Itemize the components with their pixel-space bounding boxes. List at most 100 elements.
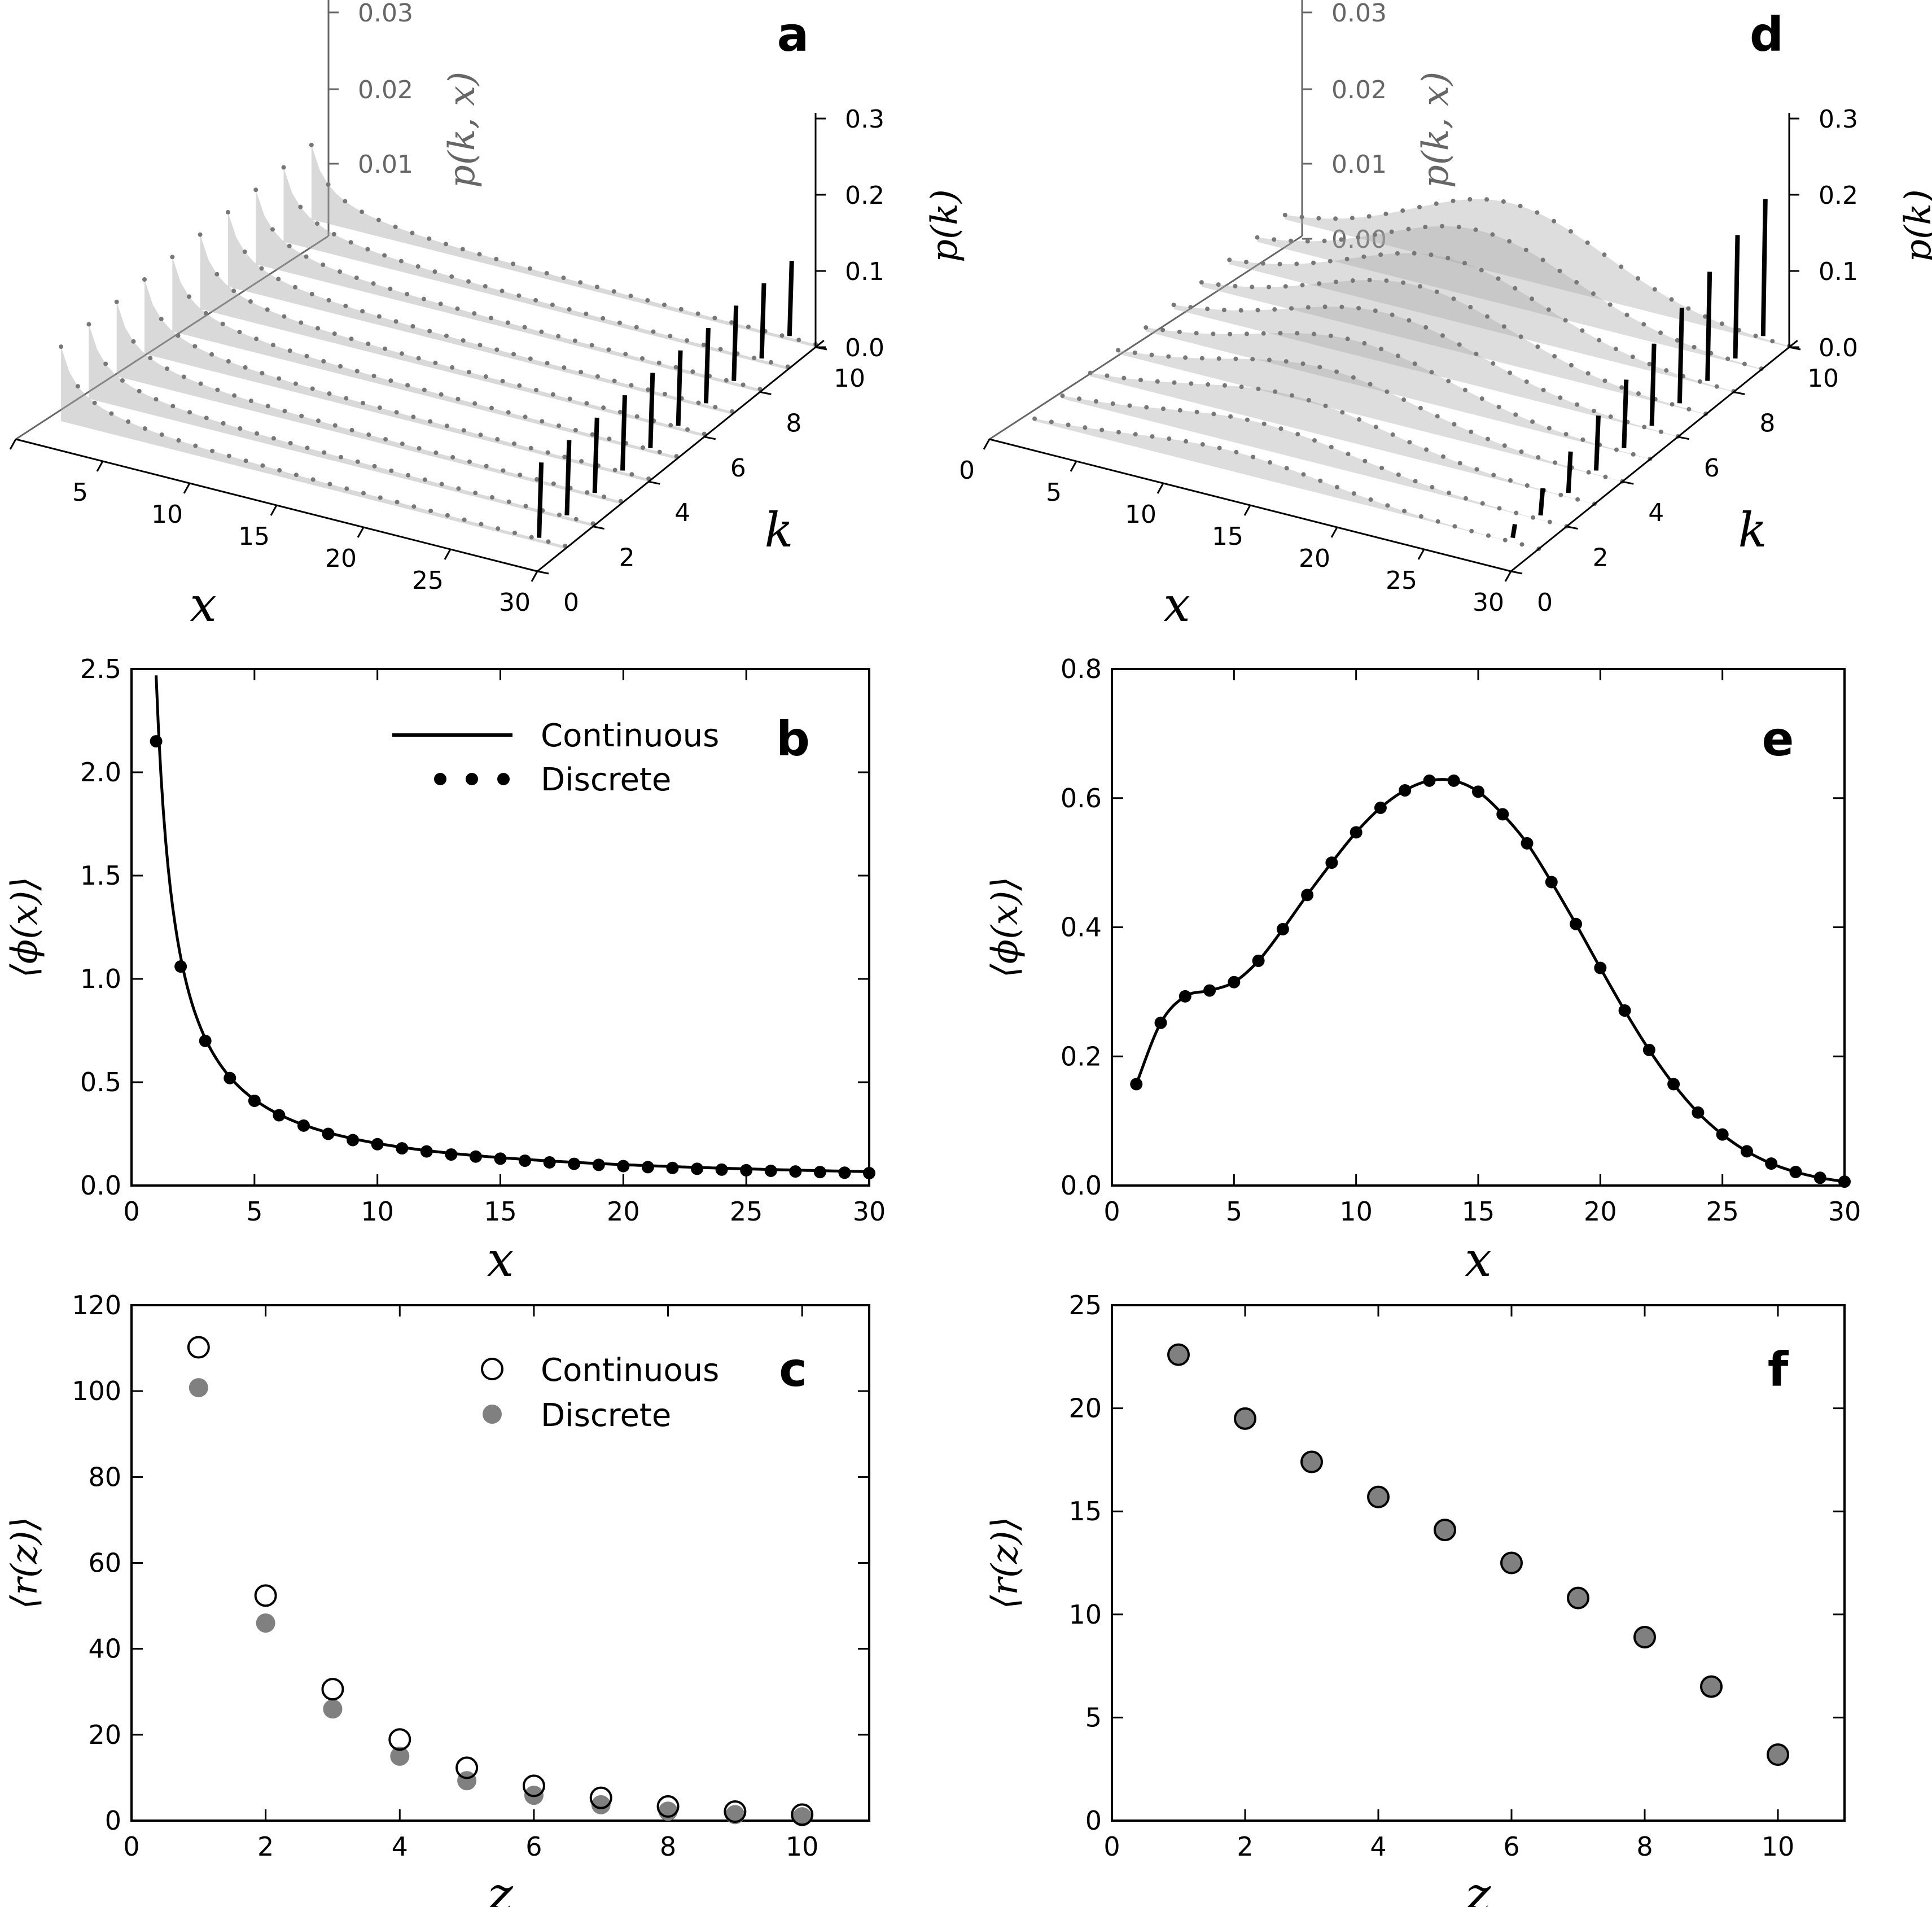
surface-dot <box>1514 510 1519 515</box>
surface-dot <box>1138 378 1144 383</box>
surface-dot <box>489 495 494 500</box>
surface-dot <box>489 405 494 410</box>
xtick-mark <box>1417 549 1425 560</box>
y-tick-label: 2.5 <box>80 654 121 684</box>
surface-dot <box>1362 341 1367 346</box>
surface-dot <box>1401 280 1406 285</box>
surface-dot <box>1473 227 1478 232</box>
discrete-point <box>1813 1171 1826 1184</box>
surface-dot <box>1719 321 1724 326</box>
surface-dot <box>305 445 310 450</box>
xtick-label: 15 <box>238 522 270 551</box>
surface-dot <box>1636 391 1641 396</box>
surface-dot <box>1194 331 1199 336</box>
surface-dot <box>400 441 405 447</box>
surface-dot <box>1383 211 1388 216</box>
discrete-point <box>1399 784 1412 797</box>
x-tick-label: 25 <box>1706 1196 1739 1227</box>
surface-dot <box>1463 496 1468 501</box>
surface-dot <box>539 329 544 334</box>
surface-dot <box>1295 331 1300 336</box>
data-point <box>1434 1519 1456 1542</box>
surface-dot <box>1547 519 1552 524</box>
discrete-point <box>691 1162 704 1175</box>
surface-dot <box>1127 403 1132 408</box>
surface-dot <box>1725 356 1731 361</box>
discrete-point <box>1618 1004 1631 1017</box>
surface-dot <box>656 360 661 365</box>
surface-dot <box>534 387 539 392</box>
surface-dot <box>1373 308 1378 313</box>
surface-dot <box>399 351 404 356</box>
surface-dot <box>1412 251 1417 256</box>
surface-dot <box>1451 198 1456 203</box>
surface-dot <box>1367 278 1372 283</box>
surface-dot <box>243 458 248 463</box>
surface-dot <box>1267 357 1272 362</box>
x-tick-label: 10 <box>1762 1831 1795 1862</box>
y-tick-label: 10 <box>1068 1599 1102 1630</box>
surface-dot <box>1228 414 1233 419</box>
surface-dot <box>1508 478 1513 483</box>
xtick-mark <box>444 549 452 560</box>
surface-dot <box>511 352 516 357</box>
surface-dot <box>1401 397 1407 403</box>
kaxis-label: k <box>1738 502 1767 558</box>
surface-dot <box>443 242 448 247</box>
surface-dot <box>1238 308 1243 313</box>
surface-slice <box>1229 253 1734 392</box>
xtick-label: 30 <box>1473 588 1504 617</box>
surface-dot <box>1317 281 1322 286</box>
surface-dot <box>506 499 511 504</box>
surface-dot <box>1423 225 1428 230</box>
surface-dot <box>522 325 527 330</box>
panel-a: 0.01 0.02 0.03 p(k, x) 0 5 10 15 20 25 30 x 0 2 4 6 8 10 k… <box>0 0 966 632</box>
surface-dot <box>500 379 505 384</box>
surface-dot <box>579 459 584 464</box>
y-tick-label: 1.0 <box>80 964 121 994</box>
pktick-label: 0.0 <box>1819 334 1858 362</box>
surface-dot <box>466 370 471 375</box>
surface-dot <box>1591 408 1596 413</box>
data-point <box>1500 1551 1523 1574</box>
surface-dot <box>1317 365 1322 370</box>
y-tick-label: 80 <box>88 1462 121 1492</box>
surface-dot <box>1250 357 1255 362</box>
surface-dot <box>433 450 439 456</box>
surface-dot <box>1216 282 1221 287</box>
discrete-point <box>658 1801 678 1821</box>
xtick-label: 10 <box>1125 500 1156 529</box>
surface-dot <box>331 231 336 237</box>
pk-bar <box>1594 415 1601 471</box>
surface-dot <box>589 343 594 348</box>
surface-dot <box>1462 261 1467 266</box>
surface-dot <box>428 509 433 514</box>
discrete-point <box>445 1148 458 1161</box>
data-point <box>1700 1675 1723 1698</box>
ktick-label: 0 <box>1537 588 1553 617</box>
surface-dot <box>203 310 208 316</box>
surface-dot <box>1294 261 1299 266</box>
surface-dot <box>1580 437 1585 442</box>
surface-dot <box>1261 331 1266 336</box>
x-axis-label: z <box>487 1867 513 1907</box>
surface-dot <box>1469 528 1474 533</box>
surface-dot <box>383 437 388 442</box>
panel-letter: a <box>777 7 809 62</box>
surface-dot <box>1496 276 1501 281</box>
discrete-point <box>1521 837 1534 850</box>
pk-bar <box>1538 488 1545 516</box>
x-axis-label: x <box>487 1232 514 1287</box>
x-tick-label: 4 <box>1370 1831 1386 1862</box>
surface-dot <box>1083 425 1088 430</box>
surface-dot <box>562 365 567 370</box>
surface-dot <box>438 301 443 307</box>
surface-dot <box>343 199 348 204</box>
surface-dot <box>1233 356 1238 361</box>
surface-dot <box>120 378 125 383</box>
surface-dot <box>326 182 331 187</box>
discrete-point <box>174 960 187 973</box>
surface-dot <box>299 413 304 418</box>
surface-dot <box>1575 402 1580 407</box>
